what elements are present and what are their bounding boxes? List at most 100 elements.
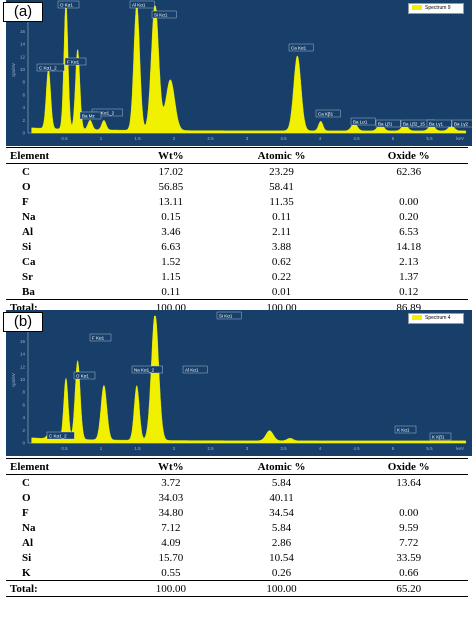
cell-element: Na — [22, 521, 36, 534]
legend-swatch-b — [412, 315, 422, 321]
cell-oxide: 14.18 — [396, 240, 422, 253]
cell-atomic: 10.54 — [269, 551, 294, 564]
peak-label: Ca Kα1 — [288, 43, 314, 52]
cell-wt: 34.03 — [158, 491, 184, 504]
cell-oxide — [349, 490, 468, 505]
svg-text:O Kα1: O Kα1 — [60, 2, 73, 7]
y-tick-label: 10 — [20, 67, 26, 72]
cell-atomic: 0.01 — [271, 285, 292, 298]
cell-wt: 34.80 — [158, 506, 184, 519]
svg-text:Al Kα1: Al Kα1 — [185, 367, 199, 372]
cell-element: O — [22, 491, 31, 504]
results-table-a: Element Wt% Atomic % Oxide % C 17.02 23.29… — [6, 147, 468, 316]
cell-atomic: 23.29 — [269, 165, 294, 178]
svg-text:C Kα1_2: C Kα1_2 — [39, 65, 57, 70]
cell-element: C — [22, 165, 30, 178]
x-axis-unit: keV — [456, 446, 464, 451]
x-tick-label: 2.5 — [207, 446, 214, 451]
cell-element: Al — [22, 225, 33, 238]
legend-b: Spectrum 4 — [408, 313, 464, 324]
svg-text:Ca Kβ1: Ca Kβ1 — [318, 111, 334, 116]
total-atomic: 100.00 — [213, 580, 350, 597]
x-tick-label: 0.5 — [61, 136, 68, 141]
legend-label-a: Spectrum 9 — [425, 5, 451, 11]
table-row: K 0.55 0.26 0.66 — [6, 565, 468, 581]
peak-label: Si Kα1 — [216, 311, 242, 320]
svg-text:Al Kα1: Al Kα1 — [132, 2, 146, 7]
cell-element: C — [22, 476, 30, 489]
x-tick-label: 5 — [392, 446, 395, 451]
cell-element: Sr — [22, 270, 33, 283]
svg-text:Ba Mz: Ba Mz — [82, 113, 96, 118]
cell-wt: 13.11 — [158, 195, 184, 208]
cell-atomic: 0.26 — [271, 566, 292, 579]
svg-text:K Kβ1: K Kβ1 — [432, 434, 445, 439]
x-tick-label: 1.5 — [134, 446, 141, 451]
table-row: C 17.02 23.29 62.36 — [6, 164, 468, 180]
x-tick-label: 1 — [100, 446, 103, 451]
cell-atomic: 58.41 — [269, 180, 294, 193]
cell-wt: 6.63 — [161, 240, 181, 253]
cell-oxide: 7.72 — [399, 536, 419, 549]
table-row: Al 3.46 2.11 6.53 — [6, 224, 468, 239]
panel-b: 201816141210864200.511.522.533.544.555.5… — [0, 310, 474, 618]
y-tick-label: 0 — [22, 441, 25, 446]
x-tick-label: 2 — [173, 446, 176, 451]
cell-element: F — [22, 506, 29, 519]
svg-text:Ba Lα1: Ba Lα1 — [353, 119, 368, 124]
y-tick-label: 6 — [22, 402, 25, 407]
y-tick-label: 16 — [20, 29, 26, 34]
x-tick-label: 2 — [173, 136, 176, 141]
svg-text:Si Kα1: Si Kα1 — [154, 12, 168, 17]
cell-atomic: 2.11 — [272, 225, 291, 238]
cell-atomic: 40.11 — [269, 491, 294, 504]
header-oxide: Oxide % — [349, 458, 468, 475]
y-tick-label: 2 — [22, 428, 25, 433]
table-row: Na 0.15 0.11 0.20 — [6, 209, 468, 224]
svg-text:Na Kα1_2: Na Kα1_2 — [94, 110, 115, 115]
cell-wt: 15.70 — [158, 551, 184, 564]
cell-atomic: 2.86 — [271, 536, 292, 549]
spectrum-chart-b: 201816141210864200.511.522.533.544.555.5… — [6, 310, 472, 456]
y-tick-label: 12 — [20, 364, 26, 369]
peak-label: Al Kα1 — [182, 365, 208, 374]
table-row: Si 15.70 10.54 33.59 — [6, 550, 468, 565]
cell-oxide: 9.59 — [399, 521, 419, 534]
total-wt: 100.00 — [128, 580, 214, 597]
svg-text:F Kα1: F Kα1 — [92, 335, 105, 340]
svg-text:Ba Lβ2_15: Ba Lβ2_15 — [403, 121, 425, 126]
cell-atomic: 34.54 — [269, 506, 294, 519]
x-tick-label: 3.5 — [280, 446, 287, 451]
header-element: Element — [6, 458, 129, 475]
cell-atomic: 3.88 — [271, 240, 292, 253]
table-row: Ca 1.52 0.62 2.13 — [6, 254, 468, 269]
x-tick-label: 3 — [246, 446, 249, 451]
table-total-row: Total: 100.00 100.00 65.20 — [6, 580, 468, 597]
cell-wt: 4.09 — [161, 536, 181, 549]
cell-atomic: 0.62 — [271, 255, 292, 268]
cell-oxide: 0.00 — [399, 195, 419, 208]
header-atomic: Atomic % — [213, 147, 350, 164]
peak-label: Al Kα1 — [129, 0, 155, 9]
total-label: Total: — [6, 580, 129, 597]
svg-text:K Kα1: K Kα1 — [397, 427, 410, 432]
cell-wt: 0.11 — [161, 285, 181, 298]
peak-label: O Kα1 — [57, 0, 80, 9]
table-row: O 34.03 40.11 — [6, 490, 468, 505]
y-tick-label: 12 — [20, 54, 26, 59]
peak-label: Ba Lγ1 — [426, 119, 452, 128]
peak-label: Na Kα1_2 — [131, 365, 163, 374]
peak-label: Ba Lβ1 — [375, 119, 401, 128]
y-tick-label: 2 — [22, 118, 25, 123]
cell-element: O — [22, 180, 31, 193]
total-oxide: 65.20 — [349, 580, 468, 597]
cell-wt: 56.85 — [158, 180, 184, 193]
cell-oxide: 33.59 — [396, 551, 422, 564]
table-row: Sr 1.15 0.22 1.37 — [6, 269, 468, 284]
peak-label: C Kα1_2 — [46, 431, 75, 440]
svg-text:Ba Lβ1: Ba Lβ1 — [378, 121, 393, 126]
peak-label: Ca Kβ1 — [315, 109, 341, 118]
x-tick-label: 5 — [392, 136, 395, 141]
svg-text:Si Kα1: Si Kα1 — [219, 313, 233, 318]
y-axis-label: cps/eV — [11, 373, 16, 387]
